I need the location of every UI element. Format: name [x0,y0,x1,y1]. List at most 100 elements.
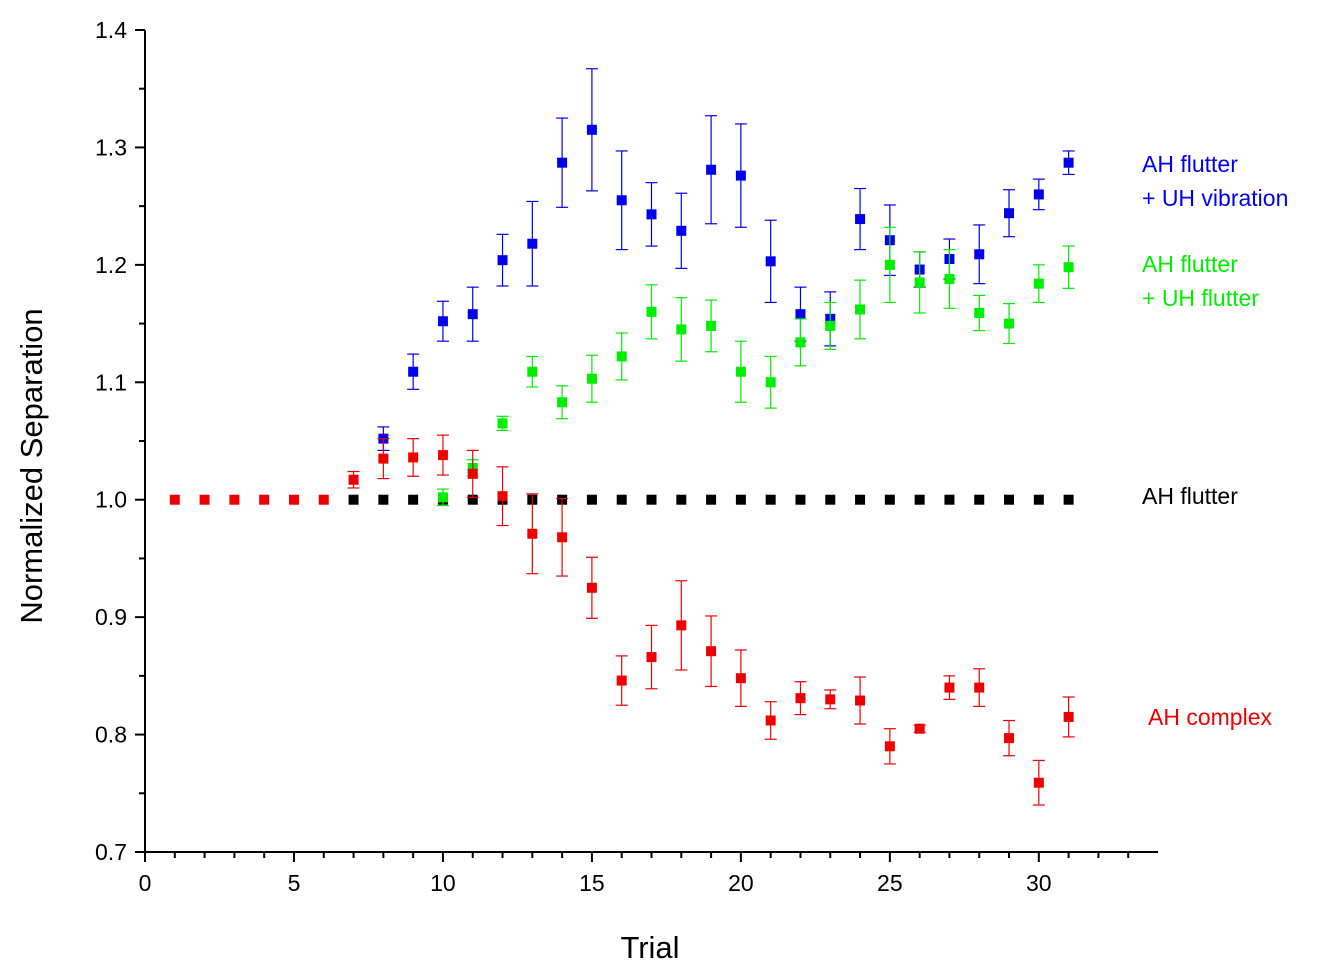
series-ah-complex [169,434,1075,806]
y-tick-label: 1.4 [95,17,127,43]
x-tick-label: 30 [1026,870,1052,896]
y-tick-label: 1.3 [95,134,127,160]
data-point [646,306,657,317]
data-point [676,225,687,236]
data-point [1033,494,1044,505]
data-point [855,214,866,225]
data-point [437,316,448,327]
data-point [825,320,836,331]
data-point [497,491,508,502]
data-point [586,124,597,135]
data-point [169,494,180,505]
data-point [825,694,836,705]
data-point [974,682,985,693]
data-point [288,494,299,505]
data-point [646,209,657,220]
data-point [974,249,985,260]
data-point [855,695,866,706]
data-point [825,494,836,505]
data-point [557,532,568,543]
data-point [765,494,776,505]
data-point [318,494,329,505]
data-point [706,320,717,331]
data-point [944,682,955,693]
data-point [914,277,925,288]
data-point [348,474,359,485]
data-point [1033,777,1044,788]
x-axis-ticks: 0 5 10 15 20 25 30 [139,852,1130,896]
data-point [408,366,419,377]
data-point [646,652,657,663]
data-point [1033,189,1044,200]
data-point [855,494,866,505]
data-point [1063,711,1074,722]
series-ah-flutter-uh-vibration [377,68,1075,451]
data-point [437,450,448,461]
data-point [497,418,508,429]
data-point [586,373,597,384]
data-point [408,494,419,505]
data-point [1033,278,1044,289]
x-tick-label: 0 [139,870,152,896]
data-point [527,528,538,539]
y-tick-label: 0.9 [95,604,127,630]
data-point [706,164,717,175]
data-point [676,620,687,631]
x-tick-label: 15 [579,870,605,896]
data-point [974,308,985,319]
data-point [735,673,746,684]
x-axis-title: Trial [620,930,679,965]
y-tick-label: 1.0 [95,487,127,513]
data-point [497,255,508,266]
y-tick-label: 0.8 [95,722,127,748]
data-point [1004,318,1015,329]
data-point [408,452,419,463]
data-point [467,468,478,479]
x-tick-label: 5 [288,870,301,896]
data-point [616,675,627,686]
data-point [735,494,746,505]
data-point [616,351,627,362]
data-point [795,693,806,704]
data-point [229,494,240,505]
data-point [735,170,746,181]
data-point [616,195,627,206]
data-point [1063,262,1074,273]
data-point [1004,208,1015,219]
data-point [259,494,270,505]
data-point [378,494,389,505]
data-point [855,304,866,315]
y-tick-label: 1.2 [95,252,127,278]
legend-uh-vibration-line2: + UH vibration [1142,185,1288,211]
data-point [1004,733,1015,744]
data-point [586,582,597,593]
data-point [467,494,478,505]
data-point [884,494,895,505]
legend-ah-flutter: AH flutter [1142,483,1238,509]
axes [144,30,1158,853]
y-axis-title: Normalized Separation [14,308,49,623]
data-point [944,494,955,505]
y-tick-label: 0.7 [95,839,127,865]
data-point [884,741,895,752]
series-ah-flutter [348,494,1074,505]
data-point [378,453,389,464]
legend-uh-vibration-line1: AH flutter [1142,151,1238,177]
data-point [437,492,448,503]
data-point [795,337,806,348]
y-tick-label: 1.1 [95,369,127,395]
plot-area [169,68,1075,806]
data-point [348,494,359,505]
legend: AH flutter + UH vibration AH flutter + U… [1142,151,1288,730]
data-point [765,715,776,726]
data-point [557,157,568,168]
legend-uh-flutter-line1: AH flutter [1142,251,1238,277]
legend-ah-complex: AH complex [1148,704,1272,730]
data-point [795,309,806,320]
data-point [706,646,717,657]
data-point [1004,494,1015,505]
data-point [527,238,538,249]
data-point [914,494,925,505]
data-point [914,723,925,734]
